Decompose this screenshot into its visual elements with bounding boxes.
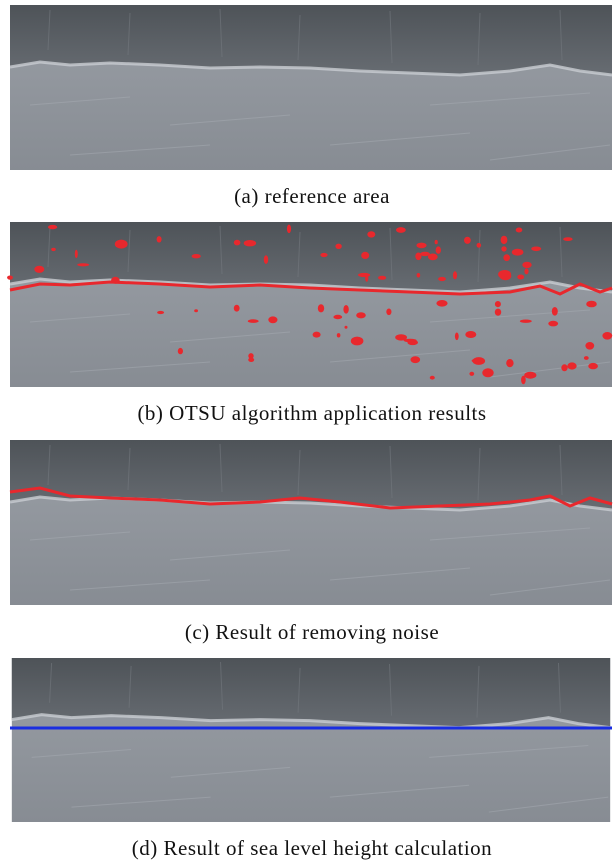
noise-blob — [516, 228, 523, 233]
noise-blob — [503, 254, 510, 261]
noise-blob — [343, 305, 348, 314]
noise-blob — [531, 247, 541, 252]
noise-blob — [345, 326, 348, 329]
noise-blob — [495, 309, 501, 316]
caption: (b) OTSU algorithm application results — [137, 401, 486, 425]
noise-blob — [356, 312, 366, 318]
noise-blob — [351, 337, 364, 346]
noise-blob — [430, 376, 435, 380]
noise-blob — [417, 273, 421, 278]
noise-blob — [320, 253, 327, 257]
noise-blob — [378, 276, 386, 280]
noise-blob — [395, 334, 407, 340]
noise-blob — [115, 240, 128, 249]
noise-blob — [313, 332, 321, 338]
noise-blob — [586, 301, 597, 308]
noise-blob — [561, 364, 567, 371]
caption: (c) Result of removing noise — [185, 620, 439, 644]
noise-blob — [567, 362, 576, 369]
noise-blob — [436, 246, 441, 253]
noise-blob — [585, 342, 594, 350]
noise-blob — [465, 331, 476, 338]
noise-blob — [501, 236, 508, 244]
noise-blob — [416, 243, 426, 249]
noise-blob — [264, 255, 268, 264]
noise-blob — [588, 363, 598, 369]
noise-blob — [396, 227, 406, 233]
noise-blob — [157, 236, 162, 242]
noise-blob — [436, 300, 447, 307]
noise-blob — [498, 270, 511, 279]
noise-blob — [453, 271, 457, 279]
photo-otsu — [10, 222, 612, 387]
noise-blob — [268, 316, 277, 323]
noise-blob — [361, 252, 369, 259]
noise-blob — [234, 240, 241, 246]
noise-blob — [77, 263, 89, 266]
noise-blob — [548, 321, 558, 327]
noise-blob — [469, 372, 474, 376]
noise-blob — [287, 225, 291, 234]
photo-reference — [10, 5, 612, 170]
noise-blob — [464, 237, 471, 244]
noise-blob — [178, 348, 183, 354]
noise-blob — [318, 304, 324, 312]
noise-blob — [524, 268, 528, 274]
noise-blob — [248, 319, 259, 323]
noise-blob — [111, 277, 120, 284]
noise-blob — [34, 266, 44, 273]
figure: (a) reference area (b) OTSU algorithm ap… — [0, 0, 615, 860]
noise-blob — [234, 305, 240, 312]
noise-blob — [495, 301, 501, 307]
noise-blob — [522, 262, 531, 268]
noise-blob — [552, 307, 558, 316]
noise-blob — [194, 309, 198, 312]
noise-blob — [335, 244, 341, 249]
noise-blob — [358, 273, 370, 277]
noise-blob — [521, 376, 526, 385]
noise-blob — [472, 359, 481, 363]
noise-blob — [337, 333, 341, 337]
noise-blob — [192, 254, 201, 258]
noise-blob — [512, 249, 524, 256]
noise-blob — [75, 250, 78, 258]
noise-blob — [602, 332, 612, 340]
noise-blob — [482, 368, 493, 377]
noise-blob — [367, 231, 375, 237]
caption: (a) reference area — [234, 184, 390, 208]
noise-blob — [51, 248, 56, 251]
noise-blob — [563, 237, 572, 241]
noise-blob — [501, 246, 506, 251]
noise-blob — [520, 320, 532, 323]
noise-blob — [248, 353, 253, 359]
noise-blob — [157, 311, 164, 314]
noise-blob — [524, 372, 536, 379]
noise-blob — [517, 275, 524, 280]
noise-blob — [411, 356, 421, 363]
caption: (d) Result of sea level height calculati… — [132, 836, 492, 860]
noise-blob — [455, 333, 459, 341]
noise-blob — [244, 240, 256, 246]
noise-blob — [7, 276, 13, 280]
photo-sea-level — [12, 658, 610, 822]
noise-blob — [506, 359, 513, 367]
noise-blob — [435, 240, 438, 244]
noise-blob — [386, 309, 391, 316]
noise-blob — [477, 243, 482, 248]
photo-denoised — [10, 440, 612, 605]
noise-blob — [420, 252, 430, 256]
noise-blob — [333, 315, 342, 319]
noise-blob — [48, 225, 57, 229]
noise-blob — [438, 277, 446, 281]
noise-blob — [584, 356, 589, 360]
